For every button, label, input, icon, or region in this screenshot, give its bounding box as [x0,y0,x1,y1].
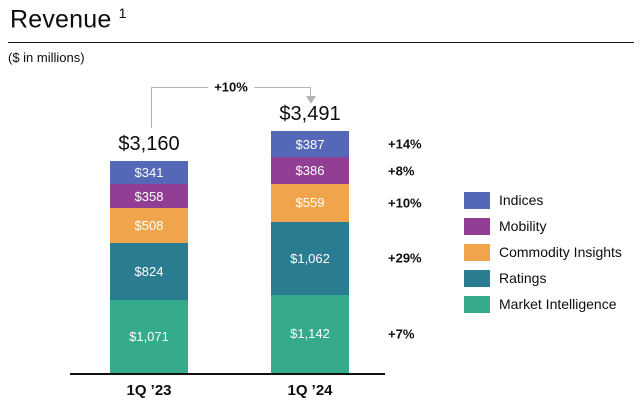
bar-segment-mobility: $358 [110,183,188,209]
title-divider [8,42,634,43]
bar-segment-mobility: $386 [271,157,349,184]
segment-value-label: $1,062 [290,250,330,266]
growth-arrow-right-segment [310,87,311,97]
x-axis-category-label: 1Q ’23 [126,382,172,399]
growth-arrow-head-icon [306,96,316,104]
page-title-text: Revenue [10,5,112,34]
legend-swatch [464,243,490,261]
bar-segment-indices: $387 [271,130,349,158]
segment-value-label: $1,142 [290,326,330,342]
x-axis-category-label: 1Q ’24 [287,382,333,399]
legend-swatch [464,191,490,209]
legend-swatch [464,295,490,313]
segment-value-label: $508 [134,218,164,234]
bar-segment-market-intelligence: $1,071 [110,299,188,373]
legend-item-commodity-insights: Commodity Insights [464,239,622,265]
segment-value-label: $341 [134,164,164,180]
legend-label: Commodity Insights [499,244,622,260]
bar-segment-market-intelligence: $1,142 [271,294,349,373]
segment-yoy-change-label: +29% [388,250,422,266]
segment-yoy-change-label: +7% [388,326,415,342]
segment-value-label: $1,071 [129,328,169,344]
segment-value-label: $824 [134,263,164,279]
bar-segment-indices: $341 [110,160,188,184]
segment-value-label: $358 [134,188,164,204]
chart-legend: Indices Mobility Commodity Insights Ratings… [464,187,622,317]
footnote-marker: 1 [118,5,127,21]
legend-item-indices: Indices [464,187,622,213]
legend-label: Ratings [499,270,547,286]
legend-swatch [464,269,490,287]
growth-arrow-left-segment [151,87,152,128]
bar-total-label: $3,160 [118,132,180,155]
legend-label: Indices [499,192,544,208]
bar-segment-commodity-insights: $559 [271,183,349,222]
segment-yoy-change-label: +10% [388,195,422,211]
legend-label: Market Intelligence [499,296,617,312]
page-title: Revenue 1 [10,5,127,34]
segment-yoy-change-label: +14% [388,136,422,152]
legend-item-ratings: Ratings [464,265,622,291]
legend-swatch [464,217,490,235]
segment-value-label: $386 [295,162,325,178]
legend-item-mobility: Mobility [464,213,622,239]
legend-item-market-intelligence: Market Intelligence [464,291,622,317]
total-growth-label: +10% [208,79,254,95]
x-axis-line [70,373,385,375]
segment-value-label: $559 [295,195,325,211]
segment-yoy-change-label: +8% [388,163,415,178]
legend-label: Mobility [499,218,547,234]
bar-segment-ratings: $1,062 [271,222,349,295]
bar-total-label: $3,491 [279,102,341,125]
units-note: ($ in millions) [8,50,85,65]
bar-segment-commodity-insights: $508 [110,208,188,244]
bar-segment-ratings: $824 [110,243,188,300]
segment-value-label: $387 [295,136,325,152]
